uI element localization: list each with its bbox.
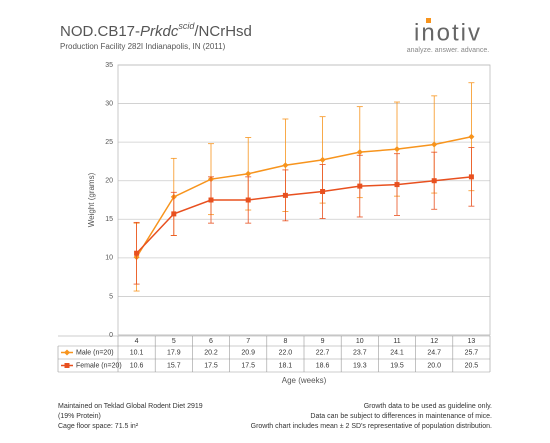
x-tick-label: 12 — [430, 338, 438, 345]
data-label: 20.9 — [241, 349, 255, 356]
note: Maintained on Teklad Global Rodent Diet … — [58, 403, 203, 410]
marker — [282, 192, 288, 198]
y-tick-label: 5 — [109, 293, 113, 300]
data-label: 20.2 — [204, 349, 218, 356]
x-tick-label: 5 — [172, 338, 176, 345]
y-tick-label: 10 — [105, 255, 113, 262]
marker — [245, 170, 252, 177]
subtitle: Production Facility 282I Indianapolis, I… — [60, 42, 226, 51]
marker — [394, 146, 400, 153]
data-label: 17.9 — [167, 349, 181, 356]
marker — [208, 197, 214, 203]
marker — [468, 133, 475, 140]
data-label: 24.1 — [390, 349, 404, 356]
x-tick-label: 6 — [209, 338, 213, 345]
marker — [356, 149, 363, 156]
data-label: 20.0 — [427, 362, 441, 369]
note: Cage floor space: 71.5 in² — [58, 423, 139, 430]
marker — [431, 141, 438, 148]
plot-frame — [117, 64, 491, 336]
legend-marker — [64, 363, 70, 368]
marker — [394, 182, 400, 188]
x-tick-label: 10 — [356, 338, 364, 345]
y-tick-label: 25 — [105, 139, 113, 146]
logo-tagline: analyze. answer. advance. — [407, 47, 490, 54]
y-tick-label: 20 — [105, 178, 113, 185]
data-label: 23.7 — [353, 349, 367, 356]
data-label: 10.6 — [130, 362, 144, 369]
logo: inotiv — [414, 19, 482, 46]
marker — [320, 189, 326, 195]
series-line — [135, 136, 472, 258]
y-tick-label: 30 — [105, 100, 113, 107]
legend-label: Female (n=20) — [76, 362, 122, 369]
marker — [245, 197, 251, 203]
title-part: /NCrHsd — [194, 23, 252, 40]
data-label: 17.5 — [241, 362, 255, 369]
marker — [134, 250, 140, 256]
data-label: 18.6 — [316, 362, 330, 369]
data-label: 24.7 — [427, 349, 441, 356]
x-tick-label: 13 — [468, 338, 476, 345]
x-tick-label: 7 — [246, 338, 250, 345]
y-tick-label: 35 — [105, 62, 113, 69]
title-part: NOD.CB17- — [60, 23, 140, 40]
series-line — [136, 176, 472, 254]
marker — [282, 162, 289, 169]
x-tick-label: 8 — [283, 338, 287, 345]
note: Data can be subject to differences in ma… — [310, 413, 492, 420]
note: Growth chart includes mean ± 2 SD's repr… — [251, 423, 492, 430]
marker — [468, 174, 474, 180]
marker — [431, 178, 437, 184]
title-part: Prkdc — [140, 23, 179, 40]
data-label: 17.5 — [204, 362, 218, 369]
marker — [357, 183, 363, 189]
title-part: scid — [178, 21, 195, 31]
legend-label: Male (n=20) — [76, 349, 114, 356]
data-label: 10.1 — [130, 349, 144, 356]
data-label: 22.7 — [316, 349, 330, 356]
marker — [319, 156, 326, 163]
x-axis-label: Age (weeks) — [282, 376, 327, 385]
y-tick-label: 15 — [105, 216, 113, 223]
data-label: 18.1 — [279, 362, 293, 369]
data-label: 25.7 — [465, 349, 479, 356]
data-label: 19.5 — [390, 362, 404, 369]
y-tick-label: 0 — [109, 332, 113, 339]
x-tick-label: 11 — [393, 338, 400, 345]
chart-title: NOD.CB17-Prkdcscid/NCrHsd — [60, 21, 252, 40]
legend-marker — [64, 349, 70, 356]
x-tick-label: 9 — [321, 338, 325, 345]
data-label: 20.5 — [465, 362, 479, 369]
data-label: 15.7 — [167, 362, 181, 369]
data-label: 19.3 — [353, 362, 367, 369]
note: Growth data to be used as guideline only… — [364, 403, 492, 410]
logo-dot — [426, 18, 431, 23]
y-axis-label: Weight (grams) — [87, 172, 96, 227]
marker — [171, 211, 177, 217]
x-tick-label: 4 — [135, 338, 139, 345]
note: (19% Protein) — [58, 413, 101, 420]
data-label: 22.0 — [279, 349, 293, 356]
